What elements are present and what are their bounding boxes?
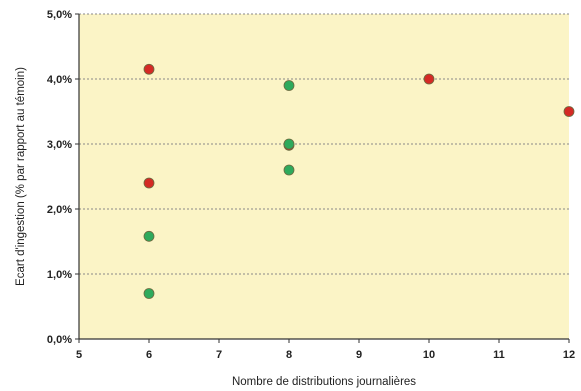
data-point-green [283, 80, 295, 91]
x-tick-label: 9 [356, 349, 362, 361]
gridlines [79, 13, 569, 275]
y-tick-labels: 0,0% 1,0% 2,0% 3,0% 4,0% 5,0% [47, 9, 79, 346]
y-tick-label: 2,0% [47, 204, 72, 216]
data-point-green [283, 138, 295, 150]
y-tick-label: 4,0% [47, 74, 72, 86]
x-tick-label: 7 [216, 349, 222, 361]
data-point-green [143, 288, 155, 299]
data-points [143, 63, 575, 299]
x-tick-label: 6 [146, 349, 152, 361]
x-axis-title: Nombre de distributions journalières [232, 376, 416, 388]
data-point-green [283, 164, 295, 176]
data-point-red [563, 106, 575, 117]
y-tick-label: 5,0% [47, 9, 72, 21]
data-point-red [143, 177, 155, 189]
x-tick-label: 11 [493, 349, 505, 361]
x-tick-labels: 5 6 7 8 9 10 11 12 [76, 339, 575, 361]
y-tick-label: 1,0% [47, 269, 72, 281]
data-point-red [143, 63, 155, 75]
y-tick-label: 3,0% [47, 139, 72, 151]
x-tick-label: 5 [76, 349, 82, 361]
data-point-green [143, 230, 155, 242]
x-tick-label: 12 [563, 349, 575, 361]
y-tick-label: 0,0% [47, 334, 72, 346]
x-tick-label: 10 [423, 349, 435, 361]
data-point-red [423, 73, 435, 85]
y-axis-title: Ecart d'ingestion (% par rapport au témo… [15, 67, 27, 286]
x-tick-label: 8 [286, 349, 292, 361]
plot-area [79, 14, 569, 339]
